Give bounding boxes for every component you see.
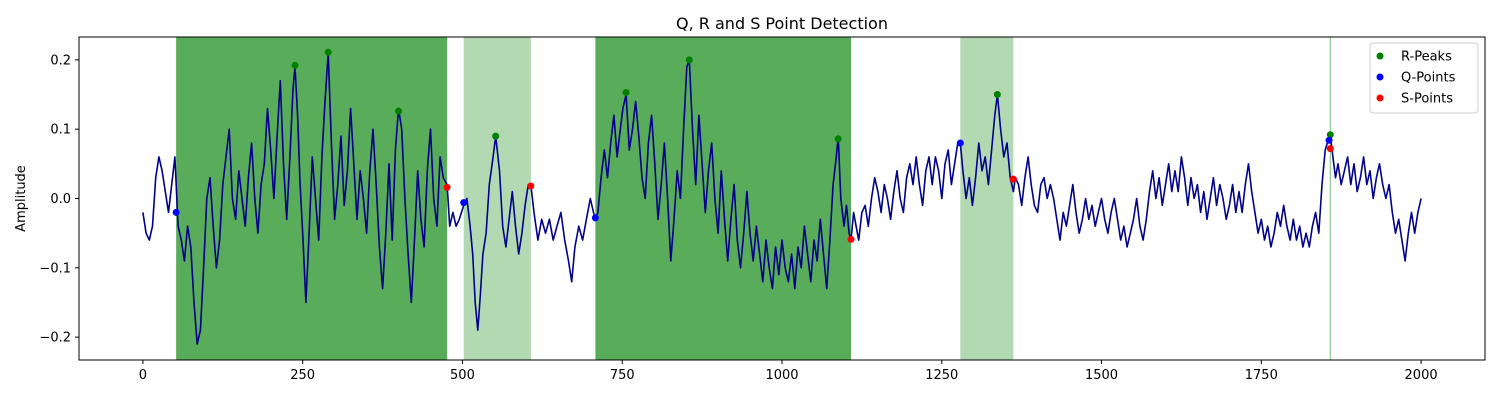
y-tick-label-1: −0.1: [39, 261, 71, 276]
r-peaks-marker-7: [993, 91, 1001, 99]
y-tick-label-0: −0.2: [39, 331, 71, 346]
x-tick-label-5: 1250: [925, 368, 958, 383]
r-peaks-marker-5: [685, 56, 693, 64]
markers: [172, 48, 1334, 243]
legend-label-s-points: S-Points: [1401, 92, 1453, 107]
x-tick-label-7: 1750: [1245, 368, 1278, 383]
q-points-marker-1: [460, 199, 468, 207]
signal-layer: [142, 52, 1422, 345]
y-axis-title: Amplitude: [14, 165, 29, 232]
legend-marker-r-peaks: [1376, 52, 1384, 60]
r-peaks-marker-8: [1326, 131, 1334, 139]
chart-title: Q, R and S Point Detection: [676, 14, 888, 33]
x-tick-label-4: 1000: [765, 368, 798, 383]
r-peaks-marker-6: [834, 135, 842, 143]
s-points-marker-2: [847, 235, 855, 243]
legend-label-r-peaks: R-Peaks: [1401, 50, 1452, 65]
x-tick-label-6: 1500: [1085, 368, 1118, 383]
y-tick-label-4: 0.2: [50, 53, 71, 68]
r-peaks-marker-2: [395, 107, 403, 115]
legend-box: [1369, 42, 1479, 114]
legend-marker-s-points: [1376, 94, 1384, 102]
r-peaks-marker-0: [291, 61, 299, 69]
shaded-region-1: [463, 37, 531, 360]
r-peaks-marker-3: [492, 132, 500, 140]
x-tick-label-0: 0: [139, 368, 147, 383]
shaded-region-0: [176, 37, 448, 360]
q-points-marker-3: [956, 139, 964, 147]
q-points-marker-4: [1325, 136, 1333, 144]
shaded-regions: [176, 37, 1331, 360]
axes: 0 250 500 750 1000 1250 1500 1750 2000 −0.2 −0.1 0.…: [39, 36, 1486, 383]
legend: R-Peaks Q-Points S-Points: [1369, 42, 1479, 114]
x-tick-label-8: 2000: [1405, 368, 1438, 383]
y-tick-label-3: 0.1: [50, 123, 71, 138]
x-tick-label-2: 500: [450, 368, 475, 383]
s-points-marker-1: [527, 182, 535, 190]
x-tick-label-3: 750: [610, 368, 635, 383]
r-peaks-marker-4: [622, 88, 630, 96]
legend-marker-q-points: [1376, 73, 1384, 81]
s-points-marker-3: [1009, 175, 1017, 183]
q-points-marker-2: [591, 214, 599, 222]
r-peaks-marker-1: [324, 48, 332, 56]
q-points-marker-0: [172, 208, 180, 216]
ecg-signal-line: [142, 52, 1422, 345]
x-tick-label-1: 250: [290, 368, 315, 383]
s-points-marker-0: [443, 183, 451, 191]
shaded-region-3: [960, 37, 1014, 360]
shaded-region-4: [1329, 37, 1331, 360]
s-points-marker-4: [1326, 145, 1334, 153]
legend-label-q-points: Q-Points: [1401, 71, 1456, 86]
y-tick-label-2: 0.0: [50, 192, 71, 207]
